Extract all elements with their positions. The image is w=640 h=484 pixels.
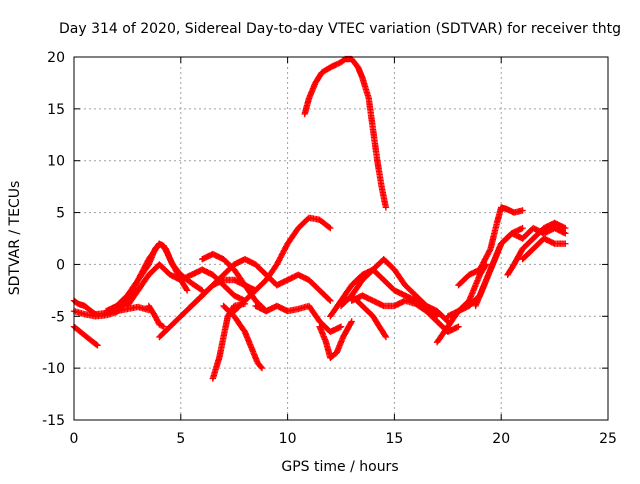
series-markers [316,318,355,361]
series-arc-23 [455,204,526,289]
y-tick-label: -15 [42,413,65,429]
series-markers [519,235,569,263]
y-tick-label: 10 [47,154,65,170]
y-axis-label: SDTVAR / TECUs [7,181,23,296]
series-markers [220,302,266,372]
x-axis-label: GPS time / hours [281,459,398,475]
x-tick-label: 15 [385,431,403,447]
x-tick-label: 25 [599,431,617,447]
axis-ticks: 0 5 10 15 20 25 -15 -10 -5 0 5 10 15 20 [42,50,617,447]
y-tick-label: 0 [56,257,65,273]
series-markers [455,204,526,289]
series-arc-25 [504,219,569,278]
y-tick-label: 20 [47,50,65,66]
x-tick-label: 20 [492,431,510,447]
series-arc-13 [273,271,334,304]
x-tick-label: 10 [279,431,297,447]
y-tick-label: -5 [51,309,65,325]
plot-frame [73,56,609,421]
chart-title: Day 314 of 2020, Sidereal Day-to-day VTE… [59,21,621,37]
series-arc-14 [301,55,390,211]
grid [74,57,608,420]
y-tick-label: 15 [47,102,65,118]
data-points [70,55,569,382]
series-arc-26 [519,235,569,263]
series-arc-10 [220,302,266,372]
series-arc-12 [231,214,334,315]
series-markers [472,224,569,310]
x-tick-label: 5 [176,431,185,447]
y-tick-label: 5 [56,206,65,222]
series-arc-16 [316,318,355,361]
series-markers [301,55,390,211]
series-arc-04 [102,240,206,315]
x-tick-label: 0 [70,431,79,447]
series-markers [231,214,334,315]
series-markers [504,219,569,278]
series-markers [145,302,167,330]
series-arc-15 [252,302,345,335]
series-markers [102,240,206,315]
series-markers [252,302,345,335]
y-tick-label: -10 [42,361,65,377]
series-arc-24 [472,224,569,310]
series-arc-06 [145,302,167,330]
series-markers [273,271,334,304]
